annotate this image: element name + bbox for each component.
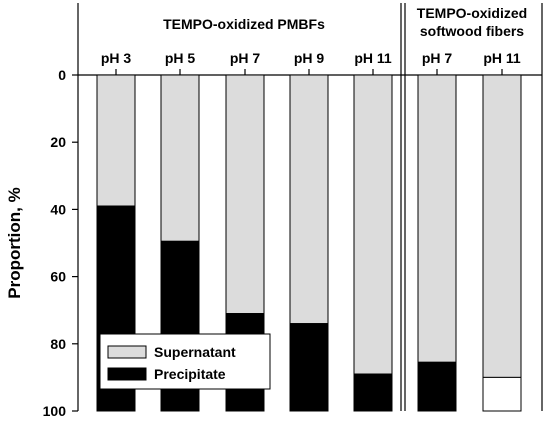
bar-supernatant-g1-ph9 [289,74,329,325]
category-label-g2-ph7: pH 7 [422,50,453,66]
category-label-g2-ph11: pH 11 [483,50,521,66]
legend-label-precipitate: Precipitate [154,366,226,382]
group-title-softwood-line-1: TEMPO-oxidized [417,5,527,21]
legend-label-supernatant: Supernatant [154,344,236,360]
y-tick-label-0: 0 [58,67,66,83]
group-title-softwood-line-2: softwood fibers [420,23,524,39]
y-tick-label-80: 80 [50,336,66,352]
bar-supernatant-g1-ph3 [96,74,136,207]
category-label-g1-ph5: pH 5 [165,50,196,66]
x-axis-labels: pH 3 pH 5 pH 7 pH 9 pH 11 pH 7 pH 11 [101,50,521,75]
legend: Supernatant Precipitate [99,333,271,390]
bar-supernatant-g1-ph7 [225,74,265,315]
bar-precipitate-g1-ph9 [289,323,329,412]
y-tick-label-60: 60 [50,269,66,285]
bar-precipitate-g2-ph11 [482,376,522,412]
category-label-g1-ph7: pH 7 [230,50,261,66]
bar-precipitate-g2-ph7 [417,361,457,412]
group-titles: TEMPO-oxidized PMBFs TEMPO-oxidized soft… [163,5,527,39]
bar-precipitate-g1-ph11 [353,373,393,412]
y-tick-label-100: 100 [43,403,67,419]
category-label-g1-ph3: pH 3 [101,50,132,66]
legend-swatch-supernatant [107,345,147,359]
category-label-g1-ph9: pH 9 [294,50,325,66]
bar-supernatant-g1-ph11 [353,74,393,375]
bar-supernatant-g2-ph7 [417,74,457,363]
y-tick-label-40: 40 [50,201,66,217]
category-label-g1-ph11: pH 11 [354,50,392,66]
bar-supernatant-g2-ph11 [482,74,522,378]
bar-supernatant-g1-ph5 [160,74,200,242]
y-axis: 0 20 40 60 80 100 [43,67,78,419]
y-axis-title: Proportion, % [5,187,24,298]
legend-swatch-precipitate [107,367,147,381]
group-title-pmbfs: TEMPO-oxidized PMBFs [163,16,325,32]
y-tick-label-20: 20 [50,134,66,150]
